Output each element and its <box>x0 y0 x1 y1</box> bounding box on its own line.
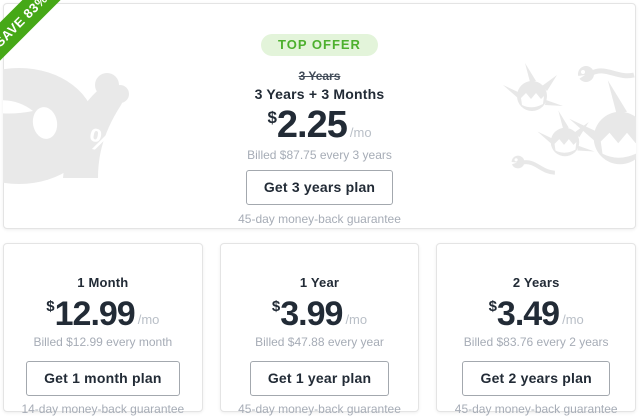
top-offer-card: SAVE 83% % <box>0 0 636 229</box>
plan-card-1-year: 1 Year $ 3.99 /mo Billed $47.88 every ye… <box>219 243 420 416</box>
billing-note: Billed $12.99 every month <box>33 334 173 349</box>
price-period: /mo <box>349 125 372 141</box>
price-period: /mo <box>562 311 584 327</box>
get-3-years-plan-button[interactable]: Get 3 years plan <box>245 170 394 206</box>
price-amount: 3.49 <box>496 294 560 333</box>
price-amount: 3.99 <box>280 294 343 333</box>
price-amount: 12.99 <box>54 294 136 333</box>
price-period: /mo <box>345 311 368 327</box>
currency-symbol: $ <box>488 297 497 315</box>
billing-note: Billed $83.76 every 2 years <box>463 334 609 349</box>
price-period: /mo <box>137 311 160 327</box>
price: $ 3.99 /mo <box>272 297 367 331</box>
currency-symbol: $ <box>267 108 277 128</box>
price-amount: 2.25 <box>276 104 348 147</box>
plan-term: 3 Years + 3 Months <box>254 86 385 103</box>
currency-symbol: $ <box>46 297 55 315</box>
top-offer-badge: TOP OFFER <box>261 34 378 56</box>
plan-term: 2 Years <box>512 275 560 290</box>
guarantee-note: 14-day money-back guarantee <box>21 401 185 416</box>
billing-note: Billed $87.75 every 3 years <box>247 148 392 163</box>
get-2-years-plan-button[interactable]: Get 2 years plan <box>462 361 610 396</box>
plan-card-2-years: 2 Years $ 3.49 /mo Billed $83.76 every 2… <box>436 243 637 416</box>
get-1-year-plan-button[interactable]: Get 1 year plan <box>249 361 390 396</box>
percent-glyph: % <box>86 123 119 161</box>
guarantee-note: 45-day money-back guarantee <box>454 401 618 416</box>
currency-symbol: $ <box>271 297 281 315</box>
billing-note: Billed $47.88 every year <box>255 334 384 349</box>
plan-term: 1 Year <box>299 275 340 290</box>
plan-card-1-month: 1 Month $ 12.99 /mo Billed $12.99 every … <box>3 243 203 416</box>
mascot-flex-illustration: % <box>3 68 129 184</box>
guarantee-note: 45-day money-back guarantee <box>238 212 401 227</box>
top-offer-content: TOP OFFER 3 Years 3 Years + 3 Months $ 2… <box>238 34 401 226</box>
virus-illustration <box>503 63 636 184</box>
price: $ 2.25 /mo <box>267 106 371 144</box>
old-term-strikethrough: 3 Years <box>298 69 341 83</box>
guarantee-note: 45-day money-back guarantee <box>238 401 401 416</box>
price: $ 3.49 /mo <box>489 297 584 331</box>
plans-row: 1 Month $ 12.99 /mo Billed $12.99 every … <box>3 243 637 416</box>
get-1-month-plan-button[interactable]: Get 1 month plan <box>26 361 180 396</box>
price: $ 12.99 /mo <box>46 297 159 331</box>
plan-term: 1 Month <box>77 275 129 290</box>
save-ribbon: SAVE 83% <box>0 0 77 77</box>
